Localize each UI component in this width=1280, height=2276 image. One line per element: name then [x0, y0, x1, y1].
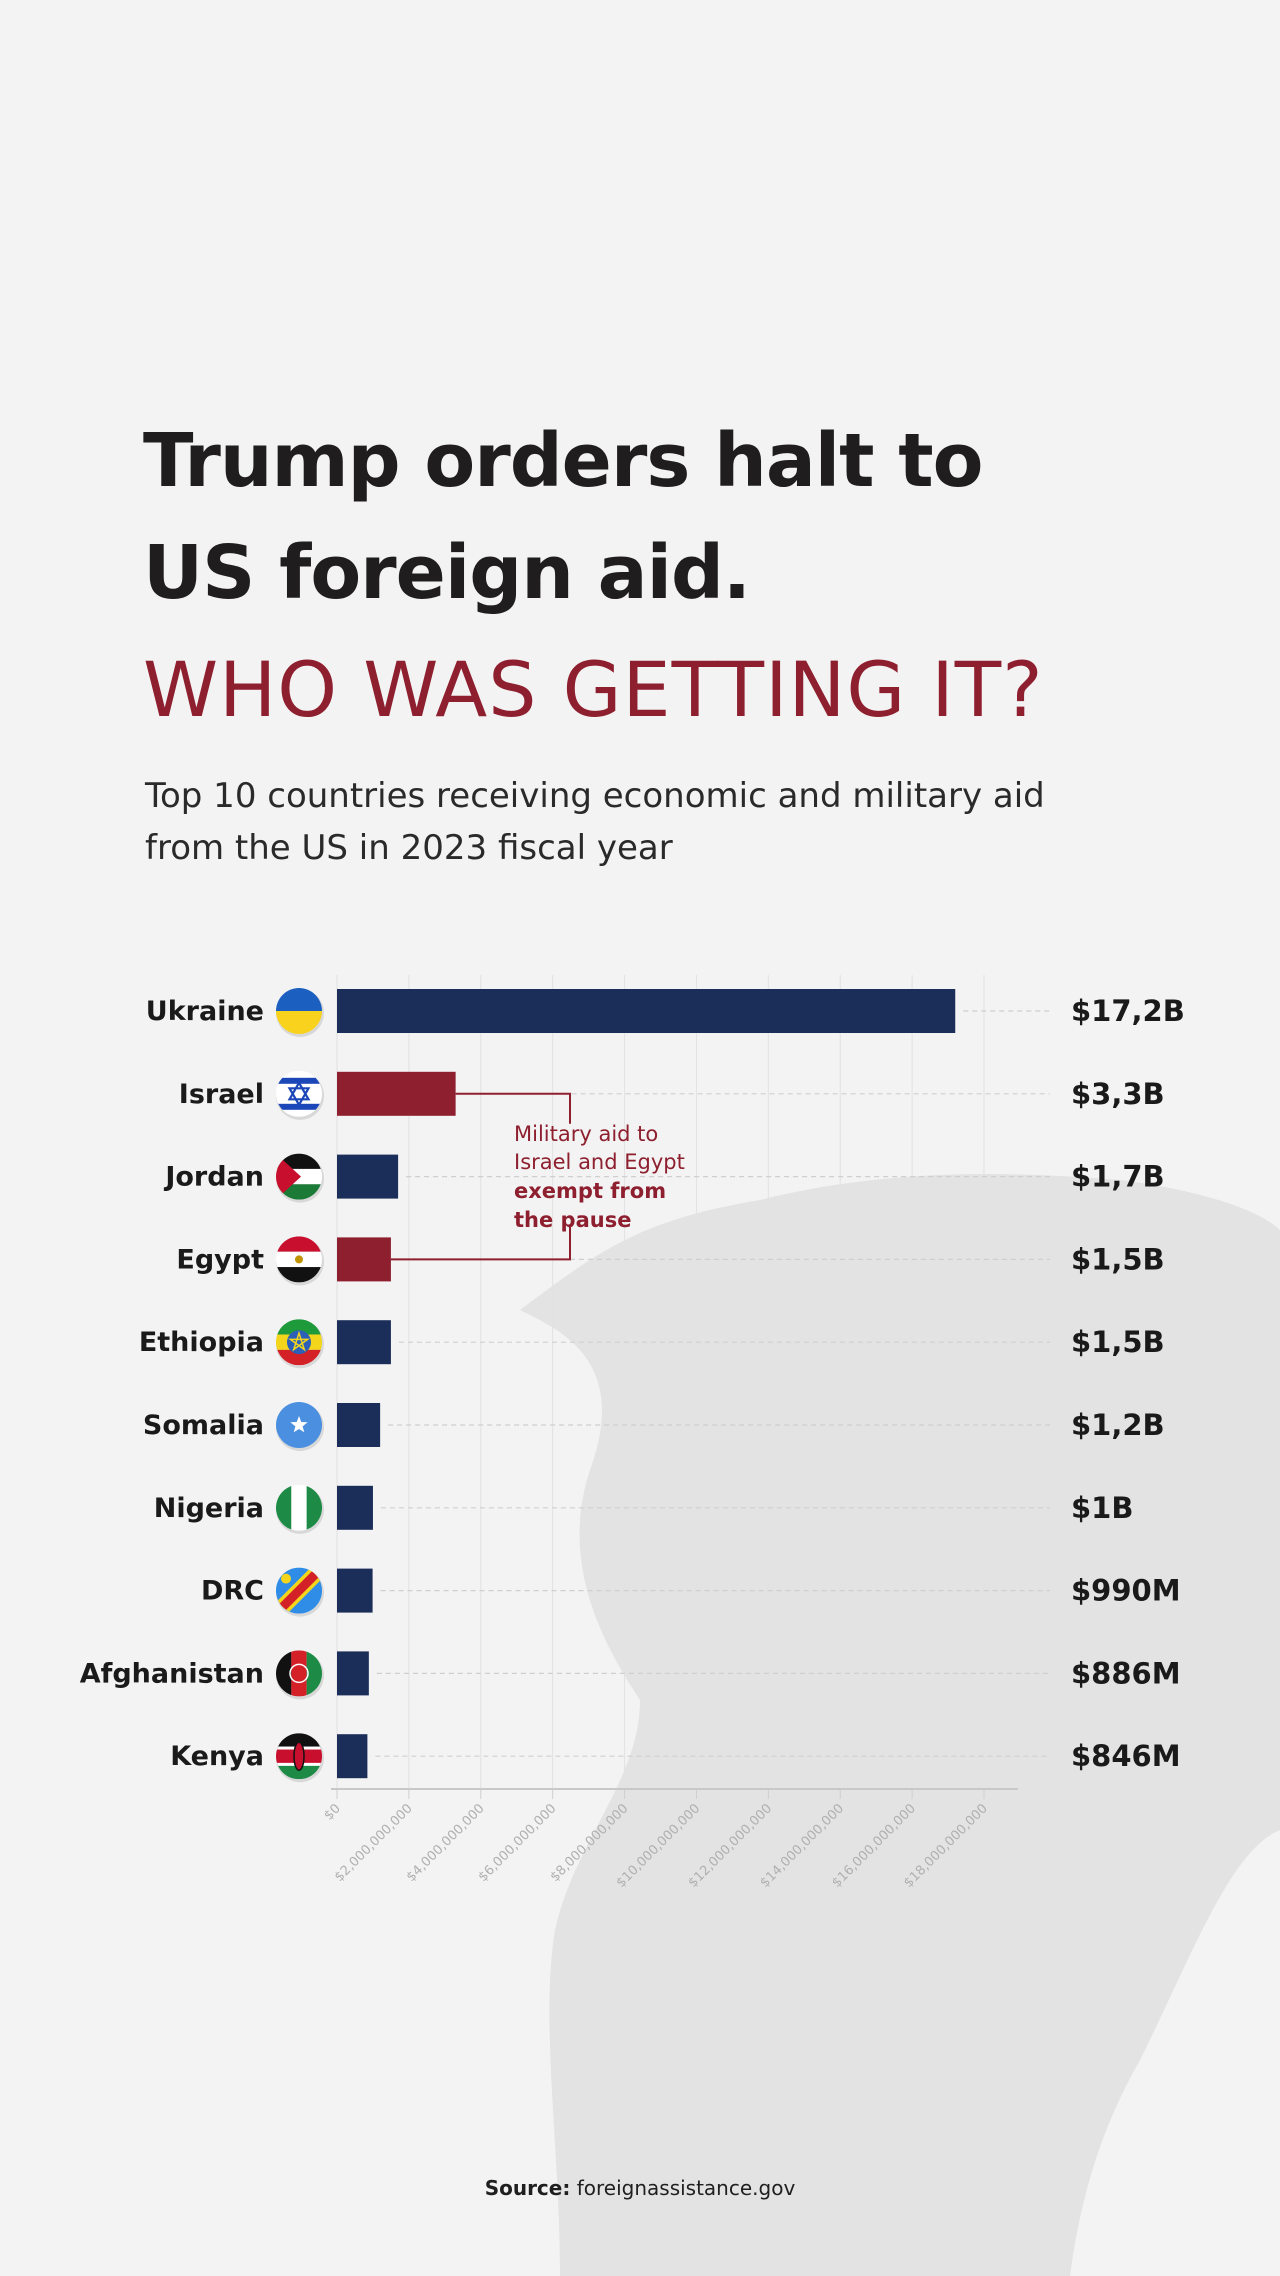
- page-title: Trump orders halt to US foreign aid.: [143, 405, 983, 629]
- value-label: $886M: [1071, 1656, 1181, 1690]
- description-line-2: from the US in 2023 fiscal year: [145, 828, 673, 868]
- x-tick-label: $6,000,000,000: [476, 1801, 560, 1885]
- bar-row-jordan: Jordan $1,7B: [163, 1153, 1165, 1203]
- headline: WHO WAS GETTING IT?: [143, 645, 1044, 734]
- bar-row-afghanistan: Afghanistan $886M: [80, 1650, 1181, 1700]
- bar-ethiopia: [337, 1320, 391, 1365]
- value-label: $1,5B: [1071, 1242, 1165, 1276]
- x-tick-label: $8,000,000,000: [548, 1801, 632, 1885]
- bar-row-somalia: Somalia $1,2B: [143, 1402, 1165, 1451]
- category-label: Afghanistan: [80, 1658, 264, 1689]
- title-line-2: US foreign aid.: [143, 530, 751, 616]
- title-line-1: Trump orders halt to: [143, 418, 983, 504]
- source-note: Source: foreignassistance.gov: [0, 2176, 1280, 2200]
- egypt-flag-icon: [276, 1236, 322, 1283]
- nigeria-flag-icon: [276, 1484, 322, 1531]
- bar-egypt: [337, 1237, 391, 1282]
- annotation: Military aid to Israel and Egypt exempt fr…: [390, 1092, 685, 1261]
- value-label: $1,5B: [1071, 1325, 1165, 1359]
- somalia-flag-icon: [276, 1402, 322, 1448]
- x-tick-label: $2,000,000,000: [332, 1801, 416, 1885]
- bar-jordan: [337, 1154, 399, 1199]
- value-label: $17,2B: [1071, 994, 1185, 1028]
- annotation-connector-egypt: [390, 1225, 571, 1261]
- bar-row-ukraine: Ukraine $17,2B: [146, 988, 1185, 1037]
- bar-kenya: [337, 1734, 368, 1779]
- description-line-1: Top 10 countries receiving economic and …: [145, 776, 1045, 816]
- bar-row-israel: Israel $3,3B: [179, 1070, 1165, 1120]
- annotation-text: Military aid to: [514, 1122, 658, 1146]
- kenya-flag-icon: [276, 1733, 322, 1780]
- annotation-text: Israel and Egypt: [514, 1150, 685, 1174]
- bar-nigeria: [337, 1485, 373, 1530]
- category-label: Ukraine: [146, 996, 264, 1027]
- source-value: foreignassistance.gov: [576, 2176, 796, 2200]
- jordan-flag-icon: [276, 1153, 322, 1200]
- category-label: Nigeria: [154, 1493, 264, 1524]
- ukraine-flag-icon: [276, 988, 322, 1034]
- category-label: Ethiopia: [139, 1327, 264, 1358]
- annotation-connector-israel: [455, 1092, 571, 1124]
- category-label: DRC: [201, 1576, 264, 1607]
- bar-row-ethiopia: Ethiopia $1,5B: [139, 1319, 1165, 1369]
- chart-description: Top 10 countries receiving economic and …: [145, 770, 1195, 874]
- ethiopia-flag-icon: [276, 1319, 322, 1366]
- bar-israel: [337, 1071, 456, 1116]
- annotation-text: exempt from: [514, 1179, 666, 1203]
- bar-row-kenya: Kenya $846M: [170, 1733, 1181, 1783]
- x-tick-label: $4,000,000,000: [404, 1801, 488, 1885]
- value-label: $3,3B: [1071, 1077, 1165, 1111]
- israel-flag-icon: [276, 1070, 322, 1117]
- bar-afghanistan: [337, 1651, 369, 1696]
- value-label: $990M: [1071, 1574, 1181, 1608]
- bar-row-drc: DRC $990M: [201, 1567, 1181, 1617]
- bar-row-egypt: Egypt $1,5B: [176, 1236, 1165, 1286]
- category-label: Jordan: [163, 1162, 264, 1193]
- value-label: $1,2B: [1071, 1408, 1165, 1442]
- x-tick-label: $0: [322, 1801, 344, 1823]
- annotation-text: the pause: [514, 1208, 631, 1232]
- category-label: Somalia: [143, 1410, 264, 1441]
- value-label: $1B: [1071, 1491, 1133, 1525]
- category-label: Israel: [179, 1079, 264, 1110]
- drc-flag-icon: [276, 1567, 322, 1614]
- afghanistan-flag-icon: [276, 1650, 322, 1697]
- bar-somalia: [337, 1403, 381, 1447]
- bar-drc: [337, 1568, 373, 1613]
- source-label: Source:: [484, 2176, 571, 2200]
- category-label: Egypt: [176, 1244, 264, 1275]
- bar-row-nigeria: Nigeria $1B: [154, 1484, 1133, 1534]
- value-label: $846M: [1071, 1739, 1181, 1773]
- category-label: Kenya: [170, 1741, 264, 1772]
- value-label: $1,7B: [1071, 1160, 1165, 1194]
- bar-ukraine: [337, 989, 956, 1033]
